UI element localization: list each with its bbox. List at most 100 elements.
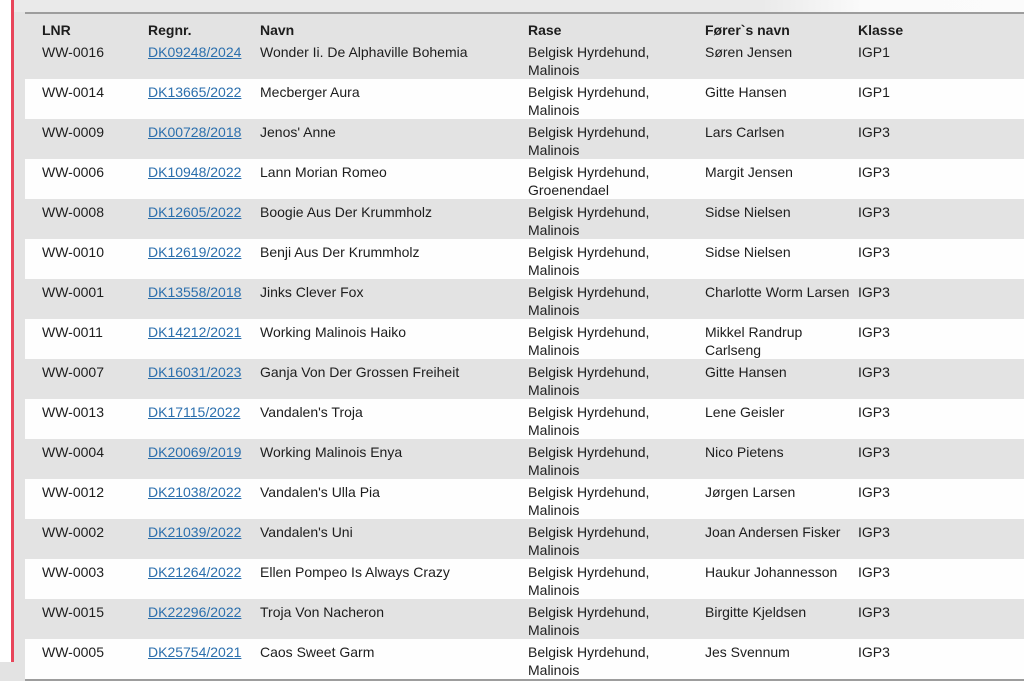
regnr-cell: DK21038/2022: [148, 479, 260, 519]
regnr-link[interactable]: DK13558/2018: [148, 284, 242, 300]
regnr-cell: DK09248/2024: [148, 39, 260, 79]
forer-cell: Nico Pietens: [705, 444, 784, 460]
regnr-link[interactable]: DK00728/2018: [148, 124, 242, 140]
table-row: WW-0013 DK17115/2022 Vandalen's Troja Belgi…: [25, 399, 1024, 439]
klasse-cell: IGP3: [858, 404, 890, 420]
table-row: WW-0002 DK21039/2022 Vandalen's Uni Belgisk…: [25, 519, 1024, 559]
rase-cell: Belgisk Hyrdehund, Malinois: [528, 204, 650, 238]
left-gutter: [0, 0, 11, 662]
navn-cell: Vandalen's Uni: [260, 524, 353, 540]
regnr-link[interactable]: DK20069/2019: [148, 444, 242, 460]
forer-cell: Gitte Hansen: [705, 84, 787, 100]
navn-cell: Caos Sweet Garm: [260, 644, 375, 660]
rase-cell: Belgisk Hyrdehund, Malinois: [528, 524, 650, 558]
regnr-link[interactable]: DK21038/2022: [148, 484, 242, 500]
regnr-link[interactable]: DK21264/2022: [148, 564, 242, 580]
navn-cell: Lann Morian Romeo: [260, 164, 387, 180]
table-header-row: LNR Regnr. Navn Rase Fører`s navn Klasse: [25, 14, 1024, 39]
klasse-cell: IGP3: [858, 124, 890, 140]
rase-cell: Belgisk Hyrdehund, Malinois: [528, 444, 650, 478]
lnr-cell: WW-0008: [42, 204, 104, 220]
navn-cell: Working Malinois Haiko: [260, 324, 407, 340]
rase-cell: Belgisk Hyrdehund, Malinois: [528, 324, 650, 358]
lnr-cell: WW-0003: [42, 564, 104, 580]
regnr-link[interactable]: DK13665/2022: [148, 84, 242, 100]
klasse-cell: IGP3: [858, 484, 890, 500]
regnr-cell: DK22296/2022: [148, 599, 260, 639]
forer-cell: Jes Svennum: [705, 644, 790, 660]
table-row: WW-0012 DK21038/2022 Vandalen's Ulla Pia Be…: [25, 479, 1024, 519]
table-row: WW-0003 DK21264/2022 Ellen Pompeo Is Alway…: [25, 559, 1024, 599]
regnr-link[interactable]: DK16031/2023: [148, 364, 242, 380]
table-row: WW-0007 DK16031/2023 Ganja Von Der Grossen…: [25, 359, 1024, 399]
column-header-lnr: LNR: [42, 22, 71, 38]
table-row: WW-0004 DK20069/2019 Working Malinois Enya…: [25, 439, 1024, 479]
regnr-link[interactable]: DK10948/2022: [148, 164, 242, 180]
navn-cell: Ellen Pompeo Is Always Crazy: [260, 564, 450, 580]
klasse-cell: IGP3: [858, 444, 890, 460]
regnr-cell: DK13665/2022: [148, 79, 260, 119]
klasse-cell: IGP1: [858, 84, 890, 100]
forer-cell: Haukur Johannesson: [705, 564, 838, 580]
forer-cell: Charlotte Worm Larsen: [705, 284, 850, 300]
table-row: WW-0001 DK13558/2018 Jinks Clever Fox Belgi…: [25, 279, 1024, 319]
table-row: WW-0006 DK10948/2022 Lann Morian Romeo Belg…: [25, 159, 1024, 199]
regnr-link[interactable]: DK14212/2021: [148, 324, 242, 340]
participants-table: LNR Regnr. Navn Rase Fører`s navn Klasse…: [25, 14, 1024, 679]
table-row: WW-0010 DK12619/2022 Benji Aus Der Krummho…: [25, 239, 1024, 279]
red-accent-edge: [11, 0, 14, 662]
navn-cell: Wonder Ii. De Alphaville Bohemia: [260, 44, 468, 60]
lnr-cell: WW-0013: [42, 404, 104, 420]
top-bar: [14, 0, 1024, 12]
regnr-cell: DK21264/2022: [148, 559, 260, 599]
navn-cell: Working Malinois Enya: [260, 444, 403, 460]
lnr-cell: WW-0004: [42, 444, 104, 460]
navn-cell: Benji Aus Der Krummholz: [260, 244, 420, 260]
table-row: WW-0008 DK12605/2022 Boogie Aus Der Krummh…: [25, 199, 1024, 239]
forer-cell: Lars Carlsen: [705, 124, 785, 140]
navn-cell: Ganja Von Der Grossen Freiheit: [260, 364, 460, 380]
klasse-cell: IGP1: [858, 44, 890, 60]
rase-cell: Belgisk Hyrdehund, Malinois: [528, 364, 650, 398]
regnr-link[interactable]: DK12605/2022: [148, 204, 242, 220]
rase-cell: Belgisk Hyrdehund, Malinois: [528, 484, 650, 518]
regnr-cell: DK20069/2019: [148, 439, 260, 479]
forer-cell: Joan Andersen Fisker: [705, 524, 841, 540]
regnr-link[interactable]: DK22296/2022: [148, 604, 242, 620]
regnr-cell: DK00728/2018: [148, 119, 260, 159]
navn-cell: Boogie Aus Der Krummholz: [260, 204, 432, 220]
regnr-link[interactable]: DK12619/2022: [148, 244, 242, 260]
table-row: WW-0016 DK09248/2024 Wonder Ii. De Alphavi…: [25, 39, 1024, 79]
forer-cell: Sidse Nielsen: [705, 204, 791, 220]
forer-cell: Lene Geisler: [705, 404, 785, 420]
rase-cell: Belgisk Hyrdehund, Malinois: [528, 644, 650, 678]
lnr-cell: WW-0012: [42, 484, 104, 500]
table-row: WW-0009 DK00728/2018 Jenos' Anne Belgisk Hy…: [25, 119, 1024, 159]
table-row: WW-0005 DK25754/2021 Caos Sweet Garm Belgis…: [25, 639, 1024, 679]
forer-cell: Birgitte Kjeldsen: [705, 604, 807, 620]
rase-cell: Belgisk Hyrdehund, Malinois: [528, 84, 650, 118]
klasse-cell: IGP3: [858, 364, 890, 380]
regnr-link[interactable]: DK09248/2024: [148, 44, 242, 60]
klasse-cell: IGP3: [858, 164, 890, 180]
klasse-cell: IGP3: [858, 324, 890, 340]
regnr-link[interactable]: DK25754/2021: [148, 644, 242, 660]
regnr-cell: DK12605/2022: [148, 199, 260, 239]
lnr-cell: WW-0009: [42, 124, 104, 140]
rase-cell: Belgisk Hyrdehund, Malinois: [528, 284, 650, 318]
lnr-cell: WW-0010: [42, 244, 104, 260]
regnr-link[interactable]: DK21039/2022: [148, 524, 242, 540]
table-row: WW-0011 DK14212/2021 Working Malinois Haik…: [25, 319, 1024, 359]
results-table-container: LNR Regnr. Navn Rase Fører`s navn Klasse…: [25, 12, 1024, 681]
klasse-cell: IGP3: [858, 564, 890, 580]
navn-cell: Mecberger Aura: [260, 84, 360, 100]
forer-cell: Mikkel Randrup Carlseng: [705, 324, 803, 358]
regnr-link[interactable]: DK17115/2022: [148, 404, 241, 420]
lnr-cell: WW-0016: [42, 44, 104, 60]
table-row: WW-0014 DK13665/2022 Mecberger Aura Belgisk…: [25, 79, 1024, 119]
lnr-cell: WW-0015: [42, 604, 104, 620]
klasse-cell: IGP3: [858, 604, 890, 620]
rase-cell: Belgisk Hyrdehund, Malinois: [528, 244, 650, 278]
lnr-cell: WW-0014: [42, 84, 104, 100]
regnr-cell: DK12619/2022: [148, 239, 260, 279]
